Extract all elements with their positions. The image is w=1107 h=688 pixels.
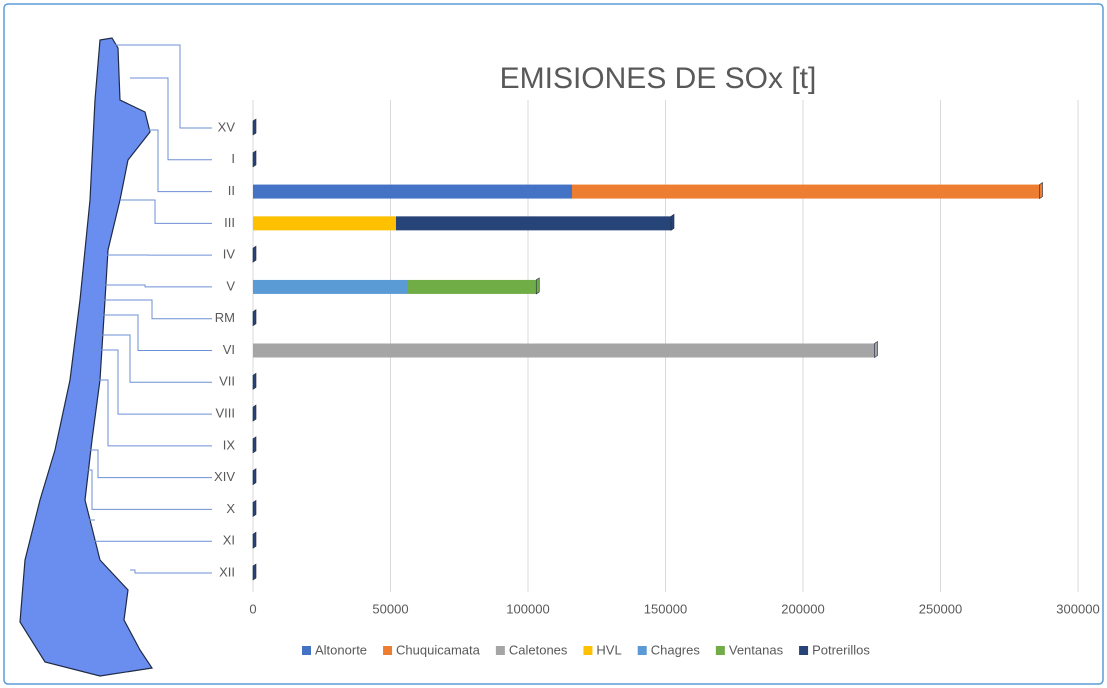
bar-cap bbox=[252, 404, 257, 422]
connector bbox=[100, 299, 212, 320]
bar-cap bbox=[252, 118, 257, 136]
y-tick-label: XV bbox=[218, 119, 236, 134]
legend-label: HVL bbox=[596, 642, 621, 657]
legend-label: Ventanas bbox=[729, 642, 784, 657]
connector bbox=[145, 129, 212, 193]
bar-cap bbox=[252, 245, 257, 263]
legend-swatch bbox=[637, 646, 647, 655]
connector bbox=[100, 284, 212, 288]
connector bbox=[92, 349, 212, 415]
bar-cap bbox=[252, 499, 257, 517]
bar-cap bbox=[252, 531, 257, 549]
bar bbox=[407, 279, 537, 294]
legend-label: Altonorte bbox=[315, 642, 367, 657]
y-tick-label: X bbox=[226, 501, 235, 516]
y-tick-label: III bbox=[224, 215, 235, 230]
bar bbox=[396, 216, 671, 231]
bar-cap bbox=[874, 340, 878, 359]
connector bbox=[120, 199, 212, 224]
legend-label: Chagres bbox=[651, 642, 701, 657]
y-tick-label: XII bbox=[219, 564, 235, 579]
y-tick-label: VI bbox=[223, 342, 235, 357]
y-tick-label: RM bbox=[215, 310, 235, 325]
connector bbox=[87, 519, 212, 542]
bar-cap bbox=[252, 563, 257, 581]
bar-cap bbox=[252, 468, 257, 486]
y-tick-label: IX bbox=[223, 437, 236, 452]
bar-cap bbox=[252, 309, 257, 327]
x-tick-label: 100000 bbox=[506, 601, 549, 616]
y-tick-label: IV bbox=[223, 247, 236, 262]
connector bbox=[98, 314, 212, 351]
bar-cap bbox=[1039, 182, 1043, 200]
x-tick-label: 0 bbox=[249, 601, 256, 616]
legend-swatch bbox=[583, 646, 593, 655]
bar-cap bbox=[252, 150, 257, 168]
bar-cap bbox=[252, 436, 257, 454]
legend-label: Caletones bbox=[509, 642, 568, 657]
y-tick-label: VIII bbox=[215, 406, 235, 421]
legend-label: Potrerillos bbox=[812, 642, 870, 657]
bar-cap bbox=[535, 277, 540, 295]
legend-swatch bbox=[715, 646, 725, 655]
connector bbox=[95, 334, 212, 383]
bar bbox=[253, 279, 407, 294]
legend-swatch bbox=[495, 646, 505, 655]
connector bbox=[90, 379, 212, 447]
x-tick-label: 300000 bbox=[1056, 601, 1099, 616]
y-tick-label: XI bbox=[223, 533, 235, 548]
x-tick-label: 150000 bbox=[644, 601, 687, 616]
connector bbox=[130, 77, 212, 161]
connector bbox=[115, 44, 212, 129]
bar-cap bbox=[670, 213, 675, 231]
bar bbox=[572, 184, 1040, 199]
x-tick-label: 200000 bbox=[781, 601, 824, 616]
bar-cap bbox=[252, 372, 257, 390]
bar bbox=[253, 184, 572, 199]
map bbox=[19, 37, 154, 677]
x-tick-label: 50000 bbox=[372, 601, 408, 616]
y-tick-label: VII bbox=[219, 374, 235, 389]
legend-swatch bbox=[302, 646, 311, 655]
legend-swatch bbox=[799, 646, 809, 655]
bar bbox=[253, 216, 396, 231]
connector bbox=[130, 569, 212, 574]
legend-label: Chuquicamata bbox=[396, 642, 481, 657]
y-tick-label: XIV bbox=[214, 469, 235, 484]
bar bbox=[253, 343, 875, 358]
y-tick-label: I bbox=[231, 151, 235, 166]
legend-swatch bbox=[383, 646, 393, 655]
y-tick-label: V bbox=[226, 278, 235, 293]
x-tick-label: 250000 bbox=[919, 601, 962, 616]
connector bbox=[85, 469, 212, 510]
connector bbox=[80, 449, 212, 479]
y-tick-label: II bbox=[228, 183, 235, 198]
chart-title: EMISIONES DE SOx [t] bbox=[500, 62, 817, 95]
